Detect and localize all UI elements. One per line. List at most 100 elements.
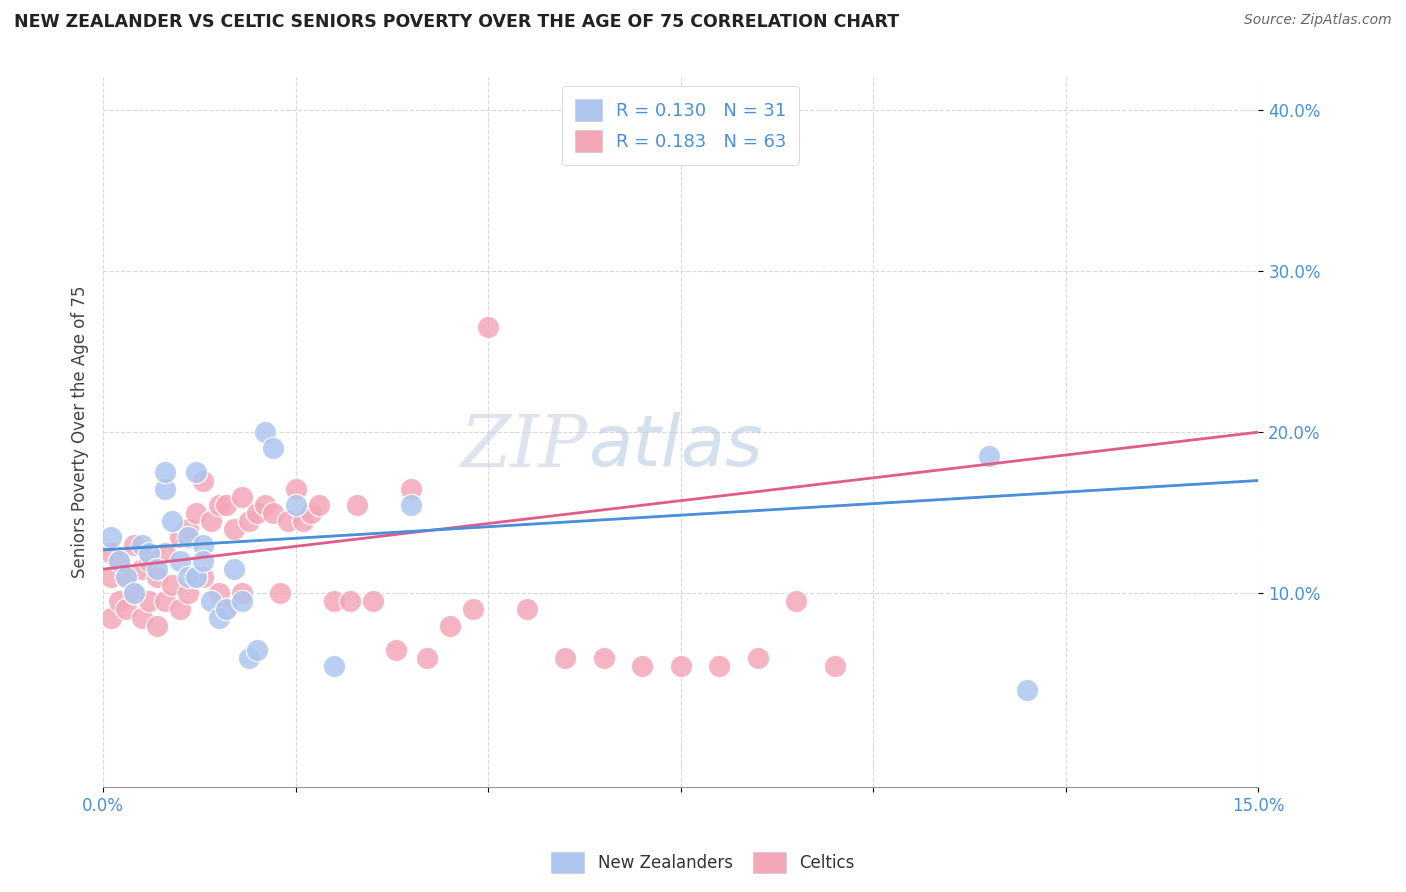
Point: [193, 538, 215, 552]
Point: [323, 659, 346, 673]
Point: [323, 594, 346, 608]
Point: [439, 618, 461, 632]
Point: [193, 474, 215, 488]
Point: [277, 514, 299, 528]
Point: [222, 562, 245, 576]
Point: [131, 610, 153, 624]
Point: [122, 586, 145, 600]
Point: [193, 570, 215, 584]
Point: [346, 498, 368, 512]
Point: [177, 586, 200, 600]
Point: [100, 570, 122, 584]
Point: [399, 498, 422, 512]
Point: [339, 594, 361, 608]
Point: [153, 466, 176, 480]
Point: [153, 594, 176, 608]
Point: [292, 514, 315, 528]
Point: [824, 659, 846, 673]
Point: [246, 642, 269, 657]
Point: [554, 651, 576, 665]
Point: [162, 514, 184, 528]
Point: [122, 586, 145, 600]
Point: [169, 530, 191, 544]
Point: [669, 659, 692, 673]
Point: [262, 442, 284, 456]
Text: atlas: atlas: [588, 412, 763, 481]
Point: [131, 562, 153, 576]
Point: [146, 618, 169, 632]
Point: [184, 506, 207, 520]
Point: [184, 466, 207, 480]
Point: [200, 514, 222, 528]
Point: [215, 602, 238, 616]
Point: [246, 506, 269, 520]
Point: [399, 482, 422, 496]
Point: [461, 602, 484, 616]
Point: [208, 610, 231, 624]
Point: [709, 659, 731, 673]
Point: [208, 498, 231, 512]
Point: [146, 562, 169, 576]
Point: [253, 425, 276, 439]
Point: [146, 570, 169, 584]
Point: [299, 506, 322, 520]
Point: [169, 602, 191, 616]
Legend: New Zealanders, Celtics: New Zealanders, Celtics: [544, 846, 862, 880]
Point: [231, 586, 253, 600]
Point: [184, 570, 207, 584]
Point: [107, 554, 129, 568]
Point: [785, 594, 807, 608]
Y-axis label: Seniors Poverty Over the Age of 75: Seniors Poverty Over the Age of 75: [72, 286, 89, 578]
Legend: R = 0.130   N = 31, R = 0.183   N = 63: R = 0.130 N = 31, R = 0.183 N = 63: [562, 87, 800, 165]
Point: [516, 602, 538, 616]
Point: [284, 498, 307, 512]
Point: [177, 522, 200, 536]
Point: [115, 602, 138, 616]
Point: [631, 659, 654, 673]
Point: [131, 538, 153, 552]
Point: [107, 554, 129, 568]
Point: [177, 530, 200, 544]
Point: [169, 554, 191, 568]
Point: [284, 482, 307, 496]
Point: [477, 320, 499, 334]
Point: [138, 546, 160, 560]
Point: [162, 578, 184, 592]
Point: [184, 570, 207, 584]
Point: [222, 522, 245, 536]
Point: [177, 570, 200, 584]
Point: [200, 594, 222, 608]
Text: NEW ZEALANDER VS CELTIC SENIORS POVERTY OVER THE AGE OF 75 CORRELATION CHART: NEW ZEALANDER VS CELTIC SENIORS POVERTY …: [14, 13, 900, 31]
Point: [238, 651, 260, 665]
Text: ZIP: ZIP: [461, 411, 588, 482]
Point: [153, 546, 176, 560]
Point: [138, 554, 160, 568]
Point: [269, 586, 291, 600]
Point: [215, 498, 238, 512]
Point: [231, 490, 253, 504]
Text: Source: ZipAtlas.com: Source: ZipAtlas.com: [1244, 13, 1392, 28]
Point: [747, 651, 769, 665]
Point: [100, 530, 122, 544]
Point: [385, 642, 408, 657]
Point: [193, 554, 215, 568]
Point: [138, 594, 160, 608]
Point: [115, 570, 138, 584]
Point: [122, 538, 145, 552]
Point: [253, 498, 276, 512]
Point: [592, 651, 614, 665]
Point: [262, 506, 284, 520]
Point: [107, 594, 129, 608]
Point: [153, 482, 176, 496]
Point: [231, 594, 253, 608]
Point: [308, 498, 330, 512]
Point: [361, 594, 384, 608]
Point: [208, 586, 231, 600]
Point: [238, 514, 260, 528]
Point: [977, 450, 1000, 464]
Point: [100, 546, 122, 560]
Point: [415, 651, 437, 665]
Point: [115, 570, 138, 584]
Point: [1017, 683, 1039, 698]
Point: [100, 610, 122, 624]
